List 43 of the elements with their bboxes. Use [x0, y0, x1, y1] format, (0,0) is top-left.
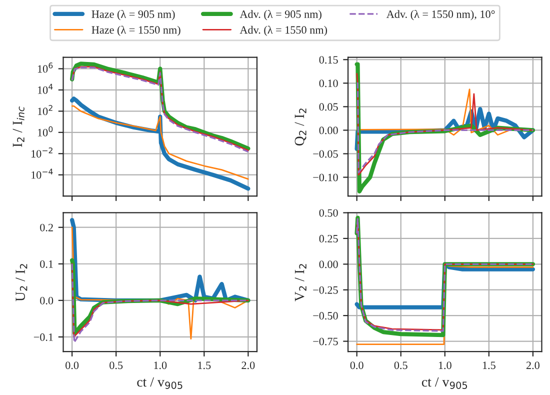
y-tick-label: −0.1 — [34, 333, 53, 341]
x-axis-title: ct / v$_{905}$ — [137, 377, 182, 389]
y-tick-label: 0.25 — [319, 234, 338, 242]
x-tick-label: 0.5 — [394, 362, 408, 370]
y-tick-label: −0.50 — [313, 312, 338, 320]
y-tick-label: −0.10 — [313, 174, 338, 182]
x-tick-label: 0.5 — [110, 362, 123, 370]
x-tick-label: 1.5 — [198, 362, 211, 370]
legend-label: Haze (λ = 1550 nm) — [92, 26, 180, 36]
y-axis-title: I$_{2}$ / I$_{inc}$ — [12, 106, 24, 147]
y-tick-label: 0.10 — [319, 80, 338, 88]
legend-label: Adv. (λ = 1550 nm) — [240, 26, 327, 36]
y-tick-label: 0.0 — [40, 296, 54, 304]
x-tick-label: 0.0 — [66, 362, 79, 370]
y-tick-label: 10$^{0}$ — [38, 126, 53, 136]
y-tick-label: 0.05 — [319, 103, 338, 111]
y-tick-label: 0.1 — [40, 260, 53, 268]
y-tick-label: −0.25 — [313, 286, 338, 294]
y-tick-label: 0.00 — [319, 260, 338, 268]
x-axis-title: ct / v$_{905}$ — [422, 377, 468, 389]
legend-label: Adv. (λ = 905 nm) — [240, 10, 322, 20]
y-tick-label: 10$^{2}$ — [38, 104, 52, 116]
y-axis-title: U$_{2}$ / I$_{2}$ — [16, 264, 28, 302]
y-tick-label: 0.50 — [319, 209, 338, 217]
x-tick-label: 0.0 — [350, 362, 364, 370]
y-tick-label: 10$^{6}$ — [38, 62, 53, 73]
legend-label: Adv. (λ = 1550 nm), 10° — [386, 10, 495, 20]
y-tick-label: −0.05 — [313, 150, 338, 158]
x-tick-label: 2.0 — [526, 362, 540, 370]
y-axis-title: V$_{2}$ / I$_{2}$ — [294, 264, 306, 302]
y-tick-label: −0.75 — [313, 338, 338, 346]
legend-label: Haze (λ = 905 nm) — [92, 10, 175, 20]
y-axis-title: Q$_{2}$ / I$_{2}$ — [294, 108, 306, 146]
y-tick-label: 0.15 — [319, 56, 338, 64]
x-tick-label: 1.5 — [482, 362, 496, 370]
x-tick-label: 2.0 — [242, 362, 255, 370]
y-tick-label: 10$^{4}$ — [38, 84, 53, 94]
x-tick-label: 1.0 — [154, 362, 167, 370]
x-tick-label: 1.0 — [438, 362, 452, 370]
y-tick-label: 0.2 — [40, 224, 53, 232]
y-tick-label: 0.00 — [319, 126, 338, 134]
y-tick-label: 10$^{−2}$ — [32, 147, 52, 158]
y-tick-label: 10$^{−4}$ — [32, 168, 53, 179]
